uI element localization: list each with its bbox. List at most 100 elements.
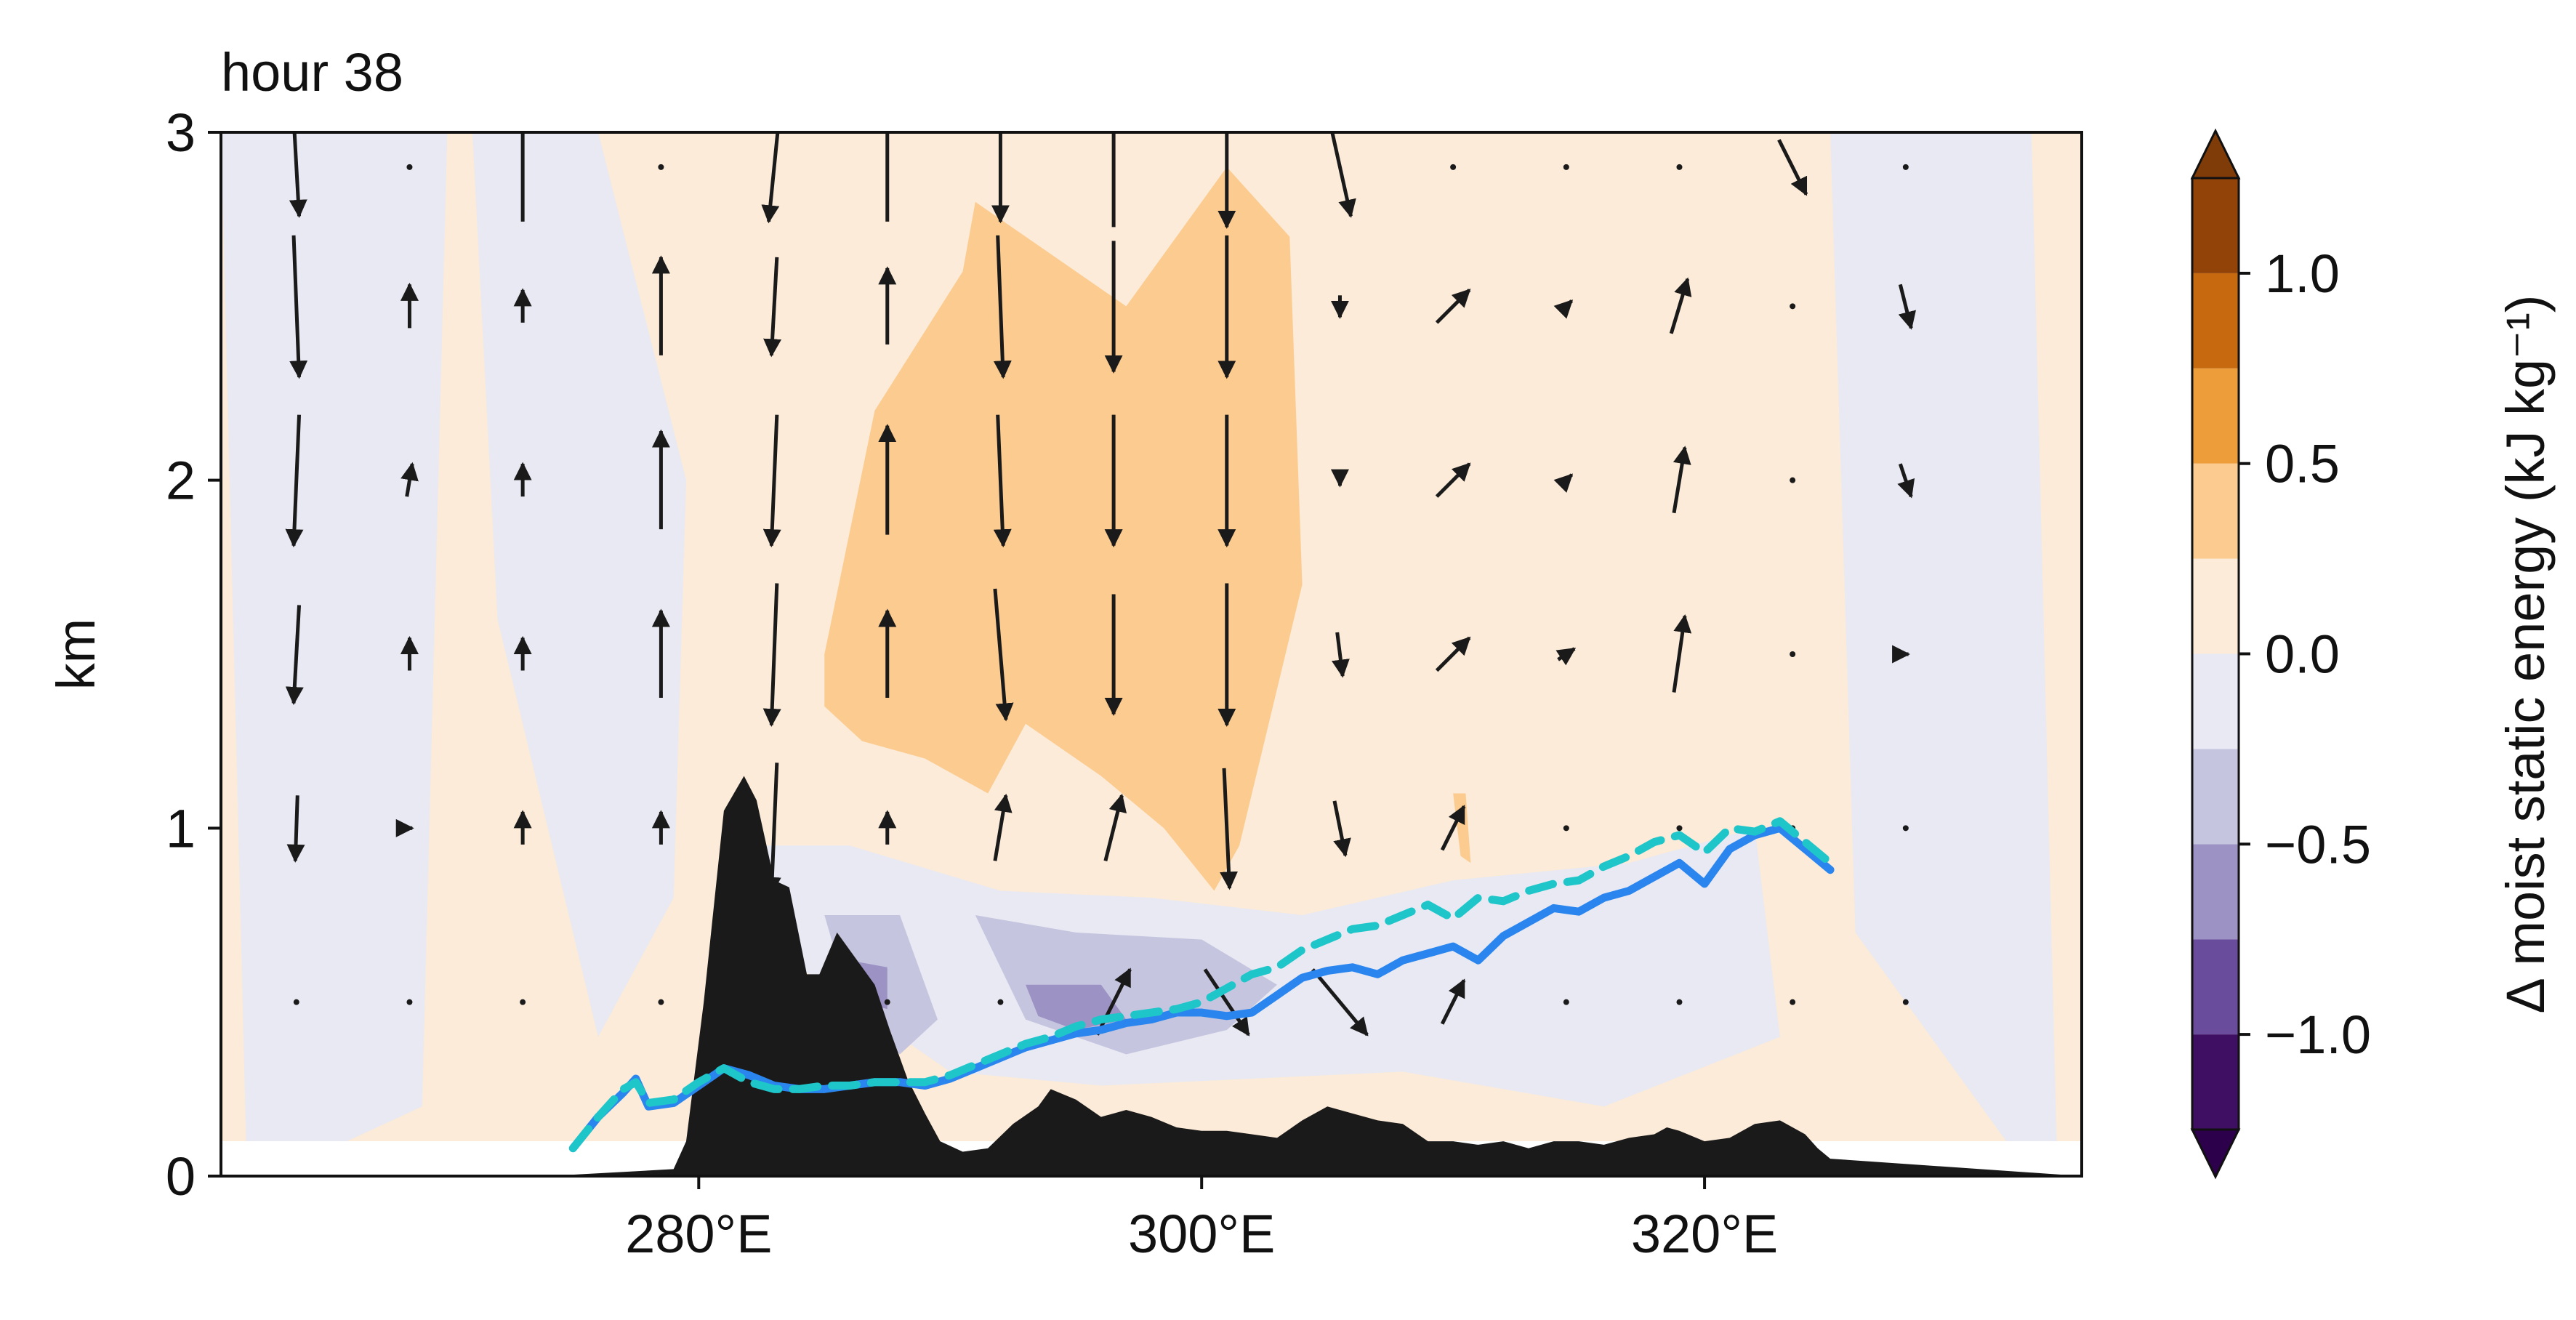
colorbar-tick-label: 1.0 [2265,244,2340,304]
wind-vector [1555,647,1577,666]
wind-vector-point [1790,651,1796,657]
colorbar-tick-label: −0.5 [2265,814,2371,874]
wind-vector [1440,805,1466,851]
colorbar-tick-label: 0.0 [2265,624,2340,685]
wind-vector-point [771,999,778,1005]
colorbar-band [2192,368,2239,464]
field-region-positive-0.25-a [824,166,1303,891]
wind-vector-point [520,999,526,1005]
colorbar-band [2192,273,2239,369]
wind-vector [993,588,1014,722]
field-region-negative-0.25-mid [472,132,686,1037]
plot-area [221,132,2082,1176]
wind-vectors [285,132,1917,1037]
wind-vector-point [1902,825,1909,832]
wind-vector [1553,473,1574,493]
wind-vector [1203,968,1250,1037]
colorbar-extend-low [2190,1128,2241,1180]
colorbar-band [2192,558,2239,654]
wind-vector-point [658,999,664,1005]
wind-vector [1332,800,1351,858]
wind-vector [1330,132,1356,218]
wind-vector [993,414,1012,548]
wind-vector [1435,462,1471,498]
colorbar: −1.0 −0.5 0.0 0.5 1.0 [2190,128,2371,1180]
chart-title: hour 38 [221,42,403,102]
colorbar-label: Δ moist static energy (kJ kg⁻¹) [2495,294,2556,1013]
wind-vector [289,235,308,379]
wind-vector [1435,289,1471,324]
wind-vector [285,414,304,548]
y-tick-label: 1 [166,798,196,858]
wind-vector [286,795,305,863]
colorbar-band [2192,939,2239,1035]
wind-vector-point [1563,825,1569,832]
colorbar-extend-high [2190,128,2241,180]
wind-vector [1777,139,1808,196]
wind-vector-point [1676,825,1683,832]
wind-vector-point [658,164,664,170]
colorbar-band [2192,844,2239,940]
wind-vector-point [293,999,299,1005]
wind-vector [285,605,304,705]
wind-vector [1672,614,1692,693]
field-region-negative-0.25-east [1830,132,2057,1142]
colorbar-tick-label: −1.0 [2265,1005,2371,1065]
wind-vector-point [1902,164,1909,170]
wind-vector-point [1902,999,1909,1005]
y-axis-label: km [46,619,106,691]
wind-vector [1332,632,1350,678]
wind-vector-point [1450,164,1457,170]
wind-vector [1440,978,1466,1025]
wind-vector-point [1676,164,1683,170]
wind-vector [1669,277,1692,334]
colorbar-band [2192,1034,2239,1130]
wind-vector-point [1790,999,1796,1005]
wind-vector [762,414,781,548]
colorbar-band [2192,463,2239,559]
series-line-solid [568,824,1835,1153]
wind-vector [1672,446,1691,514]
wind-vector [761,132,780,224]
wind-vector [1220,768,1238,890]
wind-vector-point [1563,164,1569,170]
wind-vector [1103,793,1127,861]
boundary-layer-lines [568,817,1835,1153]
wind-vector-point [884,999,890,1005]
wind-vector [289,132,307,218]
wind-vector [1435,636,1471,672]
wind-vector [762,583,781,727]
wind-vector [401,462,419,497]
wind-vector [1898,283,1917,330]
wind-vector-point [1563,999,1569,1005]
wind-vector-point [1790,477,1796,483]
wind-vector-point [1676,999,1683,1005]
colorbar-band [2192,749,2239,845]
y-axis: 0 1 2 3 [166,102,221,1207]
y-tick-label: 2 [166,451,196,511]
series-line-dashed [568,817,1835,1153]
x-tick-label: 320°E [1631,1204,1778,1264]
colorbar-tick-label: 0.5 [2265,434,2340,494]
plot-frame [220,131,2083,1178]
wind-vector [1553,299,1574,319]
y-tick-label: 3 [166,102,196,163]
wind-vector [762,762,781,896]
wind-vector [763,257,782,358]
colorbar-band [2192,653,2239,749]
wind-vector [993,793,1013,861]
x-tick-label: 300°E [1128,1204,1275,1264]
wind-vector [1095,967,1132,1036]
wind-vector [1311,968,1369,1037]
wind-vector-point [1790,303,1796,310]
wind-vector [993,235,1012,379]
field-region-negative-0.25-west [221,132,448,1142]
x-tick-label: 280°E [625,1204,772,1264]
wind-vector [1897,463,1915,499]
colorbar-band [2192,178,2239,273]
x-axis: 280°E 300°E 320°E [625,1176,1778,1264]
wind-vector-point [997,999,1004,1005]
y-tick-label: 0 [166,1146,196,1207]
wind-vector-point [406,999,413,1005]
